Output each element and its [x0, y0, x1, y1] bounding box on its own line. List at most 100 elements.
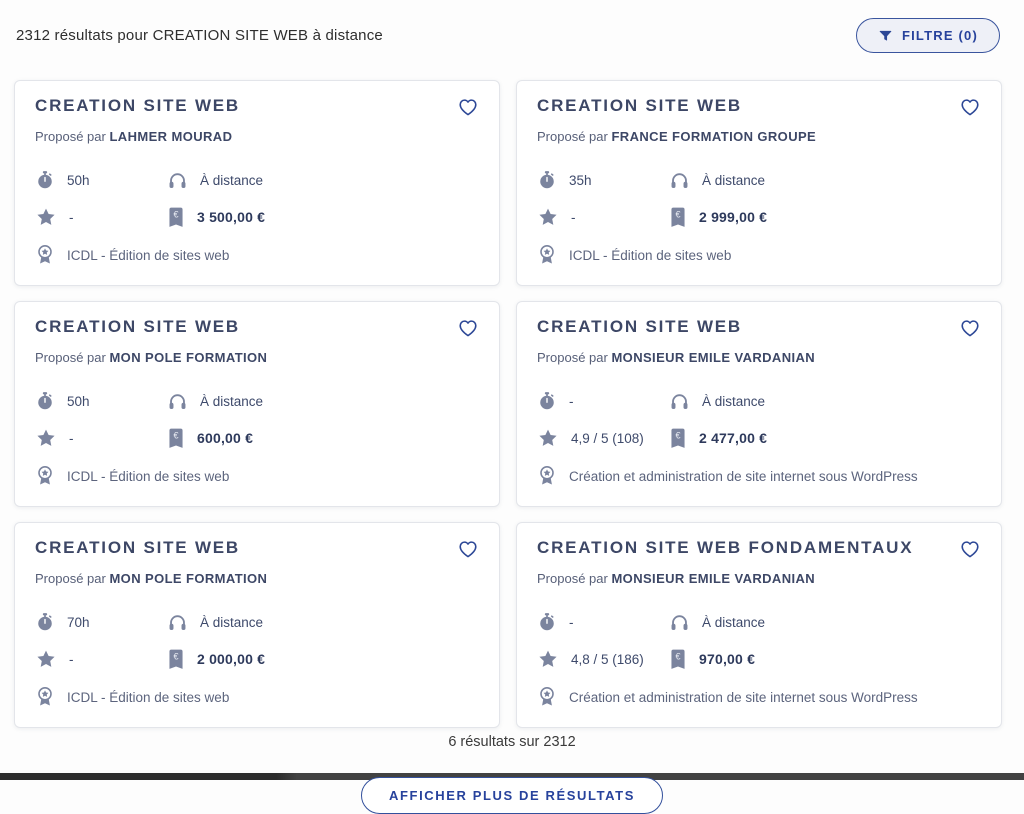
- medal-icon: [35, 685, 55, 709]
- rating-item: 4,8 / 5 (186): [537, 648, 669, 670]
- duration-value: 35h: [569, 172, 592, 188]
- course-title: CREATION SITE WEB: [35, 317, 241, 336]
- provider-name: FRANCE FORMATION GROUPE: [611, 129, 817, 144]
- course-details: 70h À distance -: [35, 611, 479, 670]
- favorite-button[interactable]: [455, 315, 481, 341]
- course-card[interactable]: CREATION SITE WEB Proposé par MON POLE F…: [14, 522, 500, 728]
- certification-value: Création et administration de site inter…: [569, 468, 918, 484]
- load-more-wrap: AFFICHER PLUS DE RÉSULTATS: [0, 777, 1024, 814]
- euro-tag-icon: €: [167, 649, 185, 670]
- duration-item: 50h: [35, 169, 167, 191]
- course-provider: Proposé par FRANCE FORMATION GROUPE: [537, 129, 981, 144]
- stopwatch-icon: [35, 612, 55, 632]
- rating-item: -: [35, 648, 167, 670]
- rating-item: -: [35, 206, 167, 228]
- course-provider: Proposé par MONSIEUR EMILE VARDANIAN: [537, 350, 981, 365]
- provider-name: LAHMER MOURAD: [109, 129, 233, 144]
- rating-value: -: [69, 209, 74, 225]
- price-item: € 3 500,00 €: [167, 206, 479, 228]
- provider-prefix: Proposé par: [537, 129, 608, 144]
- course-card[interactable]: CREATION SITE WEB Proposé par MONSIEUR E…: [516, 301, 1002, 507]
- course-provider: Proposé par MON POLE FORMATION: [35, 571, 479, 586]
- course-card[interactable]: CREATION SITE WEB Proposé par LAHMER MOU…: [14, 80, 500, 286]
- heart-icon: [457, 99, 479, 121]
- modality-item: À distance: [167, 390, 479, 412]
- svg-text:€: €: [173, 651, 178, 661]
- heart-icon: [959, 320, 981, 342]
- course-provider: Proposé par LAHMER MOURAD: [35, 129, 479, 144]
- load-more-button[interactable]: AFFICHER PLUS DE RÉSULTATS: [361, 777, 663, 814]
- stopwatch-icon: [537, 391, 557, 411]
- price-value: 2 477,00 €: [699, 430, 768, 446]
- star-icon: [35, 427, 57, 449]
- modality-value: À distance: [702, 614, 766, 630]
- provider-prefix: Proposé par: [537, 350, 608, 365]
- course-details: - À distance 4,8 / 5 (18: [537, 611, 981, 670]
- headphones-icon: [167, 391, 188, 412]
- modality-value: À distance: [200, 614, 264, 630]
- modality-item: À distance: [167, 611, 479, 633]
- course-details: - À distance 4,9 / 5 (10: [537, 390, 981, 449]
- price-item: € 2 477,00 €: [669, 427, 981, 449]
- headphones-icon: [167, 612, 188, 633]
- modality-value: À distance: [200, 172, 264, 188]
- provider-prefix: Proposé par: [35, 350, 106, 365]
- rating-item: -: [35, 427, 167, 449]
- provider-name: MONSIEUR EMILE VARDANIAN: [611, 571, 816, 586]
- medal-icon: [537, 464, 557, 488]
- euro-tag-icon: €: [669, 207, 687, 228]
- favorite-button[interactable]: [957, 536, 983, 562]
- svg-text:€: €: [675, 430, 680, 440]
- price-value: 600,00 €: [197, 430, 254, 446]
- favorite-button[interactable]: [455, 94, 481, 120]
- favorite-button[interactable]: [957, 315, 983, 341]
- medal-icon: [537, 685, 557, 709]
- course-card[interactable]: CREATION SITE WEB Proposé par FRANCE FOR…: [516, 80, 1002, 286]
- certification-item: ICDL - Édition de sites web: [537, 243, 981, 267]
- provider-prefix: Proposé par: [35, 571, 106, 586]
- svg-text:€: €: [675, 651, 680, 661]
- rating-value: -: [69, 430, 74, 446]
- star-icon: [35, 648, 57, 670]
- headphones-icon: [669, 612, 690, 633]
- course-title: CREATION SITE WEB: [35, 538, 241, 557]
- stopwatch-icon: [537, 170, 557, 190]
- svg-text:€: €: [173, 209, 178, 219]
- price-value: 970,00 €: [699, 651, 756, 667]
- duration-value: 70h: [67, 614, 90, 630]
- certification-value: ICDL - Édition de sites web: [67, 689, 230, 705]
- duration-item: 70h: [35, 611, 167, 633]
- duration-value: 50h: [67, 393, 90, 409]
- course-provider: Proposé par MON POLE FORMATION: [35, 350, 479, 365]
- euro-tag-icon: €: [669, 428, 687, 449]
- results-header: 2312 résultats pour CREATION SITE WEB à …: [0, 0, 1024, 53]
- modality-value: À distance: [702, 393, 766, 409]
- course-card[interactable]: CREATION SITE WEB Proposé par MON POLE F…: [14, 301, 500, 507]
- star-icon: [537, 206, 559, 228]
- medal-icon: [537, 243, 557, 267]
- headphones-icon: [669, 391, 690, 412]
- heart-icon: [959, 541, 981, 563]
- filter-button-label: FILTRE (0): [901, 28, 978, 43]
- modality-item: À distance: [669, 169, 981, 191]
- price-item: € 970,00 €: [669, 648, 981, 670]
- favorite-button[interactable]: [455, 536, 481, 562]
- rating-item: -: [537, 206, 669, 228]
- course-card[interactable]: CREATION SITE WEB FONDAMENTAUX Proposé p…: [516, 522, 1002, 728]
- duration-value: -: [569, 393, 574, 409]
- star-icon: [35, 206, 57, 228]
- modality-item: À distance: [669, 390, 981, 412]
- favorite-button[interactable]: [957, 94, 983, 120]
- funnel-icon: [878, 28, 893, 43]
- course-details: 50h À distance -: [35, 390, 479, 449]
- euro-tag-icon: €: [167, 428, 185, 449]
- rating-value: -: [69, 651, 74, 667]
- svg-text:€: €: [675, 209, 680, 219]
- filter-button[interactable]: FILTRE (0): [855, 18, 1000, 53]
- rating-value: -: [571, 209, 576, 225]
- modality-value: À distance: [200, 393, 264, 409]
- certification-item: ICDL - Édition de sites web: [35, 243, 479, 267]
- heart-icon: [457, 541, 479, 563]
- stopwatch-icon: [35, 170, 55, 190]
- certification-value: ICDL - Édition de sites web: [569, 247, 732, 263]
